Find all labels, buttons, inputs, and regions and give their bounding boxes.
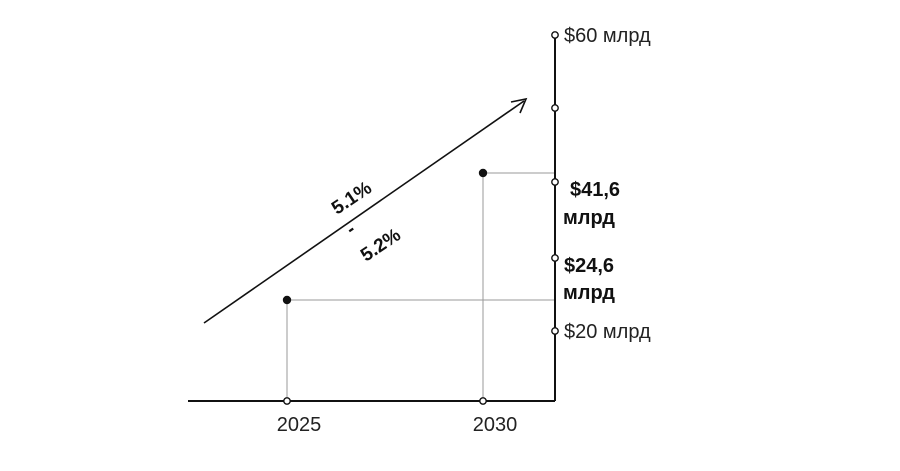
growth-arrow-head — [510, 97, 528, 114]
guide-lines — [286, 172, 555, 401]
y-tick-label: $20 млрд — [564, 321, 651, 343]
growth-arrow-line — [203, 100, 525, 324]
growth-arrow — [203, 97, 528, 324]
growth-rate-label: 5.2% — [357, 225, 405, 267]
y-tick-label: $60 млрд — [564, 25, 651, 47]
y-tick-mark — [551, 178, 559, 186]
data-point-2025 — [282, 295, 292, 305]
x-tick-label: 2025 — [277, 414, 322, 436]
growth-rate-label: 5.1% — [328, 178, 376, 220]
data-points — [282, 168, 488, 305]
y-tick-mark — [551, 254, 559, 262]
data-point-2030 — [478, 168, 488, 178]
y-axis-ticks: $20 млрд $60 млрд — [551, 25, 651, 343]
y-tick-mark — [551, 327, 559, 335]
value-label-2025: млрд — [563, 282, 615, 304]
value-label-2030: млрд — [563, 207, 615, 229]
value-label-2025: $24,6 — [564, 255, 614, 277]
x-tick-mark — [479, 397, 487, 405]
x-tick-mark — [283, 397, 291, 405]
y-tick-mark — [551, 31, 559, 39]
value-labels: $24,6 млрд $41,6 млрд — [563, 179, 620, 304]
growth-rate-label: - — [342, 219, 359, 240]
x-axis-ticks: 2025 2030 — [277, 397, 518, 436]
y-tick-mark — [551, 104, 559, 112]
value-label-2030: $41,6 — [570, 179, 620, 201]
x-tick-label: 2030 — [473, 414, 518, 436]
